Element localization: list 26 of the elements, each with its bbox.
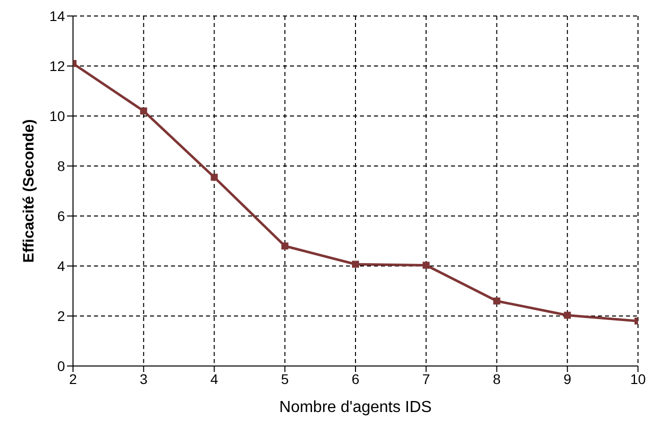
y-tick-label: 10 [49,108,66,124]
y-tick-label: 12 [49,58,66,74]
x-tick-label: 8 [492,370,501,387]
point [210,174,218,181]
point [140,108,148,114]
x-tick-label: 6 [352,370,360,387]
x-tick-label: 3 [140,370,148,387]
y-tick-label: 4 [57,258,66,274]
y-tick-label: 2 [57,308,66,324]
y-tick-label: 0 [57,358,66,374]
y-axis-title: Efficacité (Seconde) [20,119,38,263]
point [352,260,359,268]
y-tick-label: 14 [49,8,66,24]
y-tick-label: 8 [57,158,66,174]
x-tick-label: 9 [563,370,572,387]
x-tick-label: 4 [210,370,218,387]
y-tick-label: 6 [57,208,66,224]
point [493,298,500,304]
point [422,262,430,269]
x-tick-label: 7 [422,370,430,387]
x-axis-title: Nombre d'agents IDS [279,399,432,416]
x-tick-label: 2 [69,370,78,387]
x-tick-label: 10 [630,370,646,387]
x-tick-label: 5 [280,370,289,387]
point [564,312,571,319]
point [281,242,288,250]
